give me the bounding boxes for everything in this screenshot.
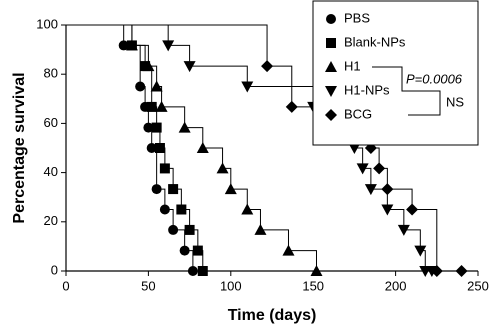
- plot-area: [66, 24, 468, 277]
- x-tick-label: 100: [220, 278, 242, 293]
- marker: [151, 122, 162, 133]
- marker: [325, 86, 337, 97]
- survival-line: [66, 24, 204, 271]
- marker: [140, 61, 151, 72]
- y-tick-label: 60: [44, 115, 58, 130]
- marker: [414, 245, 427, 257]
- marker: [143, 122, 154, 133]
- marker: [381, 183, 394, 196]
- marker: [326, 14, 336, 24]
- marker: [154, 143, 165, 153]
- marker: [178, 121, 191, 133]
- legend-label: H1: [344, 58, 361, 73]
- y-tick-label: 20: [44, 213, 58, 228]
- y-tick-label: 40: [44, 164, 58, 179]
- x-tick-label: 150: [302, 278, 324, 293]
- marker: [356, 163, 369, 175]
- marker: [135, 81, 146, 92]
- ns-annotation: NS: [446, 94, 464, 109]
- marker: [455, 265, 468, 277]
- marker: [406, 203, 419, 216]
- marker: [125, 39, 138, 51]
- marker: [146, 101, 157, 112]
- x-tick-label: 50: [141, 278, 155, 293]
- marker: [184, 224, 195, 235]
- marker: [261, 60, 274, 73]
- marker: [430, 265, 443, 277]
- x-tick-label: 0: [62, 278, 69, 293]
- marker: [254, 223, 267, 235]
- legend: PBS Blank-NPs H1 H1-NPs BCG: [325, 10, 406, 121]
- survival-line: [66, 24, 432, 272]
- marker: [348, 143, 361, 154]
- marker: [176, 204, 187, 215]
- marker: [142, 60, 155, 72]
- marker: [373, 162, 386, 175]
- marker: [364, 184, 377, 196]
- marker: [325, 61, 337, 72]
- marker: [151, 184, 162, 195]
- marker: [326, 38, 336, 48]
- bracket-ns: [402, 90, 441, 116]
- legend-box: [312, 0, 479, 146]
- marker: [183, 61, 196, 73]
- marker: [159, 163, 170, 174]
- y-tick-label: 80: [44, 66, 58, 81]
- marker: [285, 100, 298, 113]
- p-annotation: P=0.0006: [406, 71, 463, 86]
- x-tick-label: 250: [467, 278, 489, 293]
- marker: [155, 100, 168, 112]
- y-tick-label: 0: [51, 262, 58, 277]
- marker: [179, 245, 190, 256]
- marker: [168, 224, 179, 235]
- marker: [187, 266, 198, 276]
- y-tick-label: 100: [36, 16, 58, 31]
- marker: [397, 224, 410, 236]
- marker: [197, 266, 208, 276]
- legend-label: Blank-NPs: [344, 34, 406, 49]
- legend-label: H1-NPs: [344, 82, 390, 97]
- marker: [118, 40, 129, 51]
- marker: [224, 183, 237, 195]
- x-axis-label: Time (days): [228, 307, 317, 324]
- legend-label: PBS: [344, 10, 370, 25]
- marker: [381, 204, 394, 216]
- marker: [150, 80, 163, 92]
- marker: [168, 184, 179, 195]
- y-axis-label: Percentage survival: [11, 72, 28, 223]
- marker: [325, 109, 337, 121]
- marker: [216, 162, 229, 174]
- x-tick-label: 200: [385, 278, 407, 293]
- marker: [196, 142, 209, 153]
- marker: [192, 245, 203, 256]
- marker: [162, 40, 175, 52]
- marker: [159, 204, 170, 215]
- marker: [282, 244, 295, 256]
- legend-label: BCG: [344, 106, 372, 121]
- marker: [241, 81, 254, 93]
- marker: [146, 143, 157, 153]
- marker: [241, 203, 254, 215]
